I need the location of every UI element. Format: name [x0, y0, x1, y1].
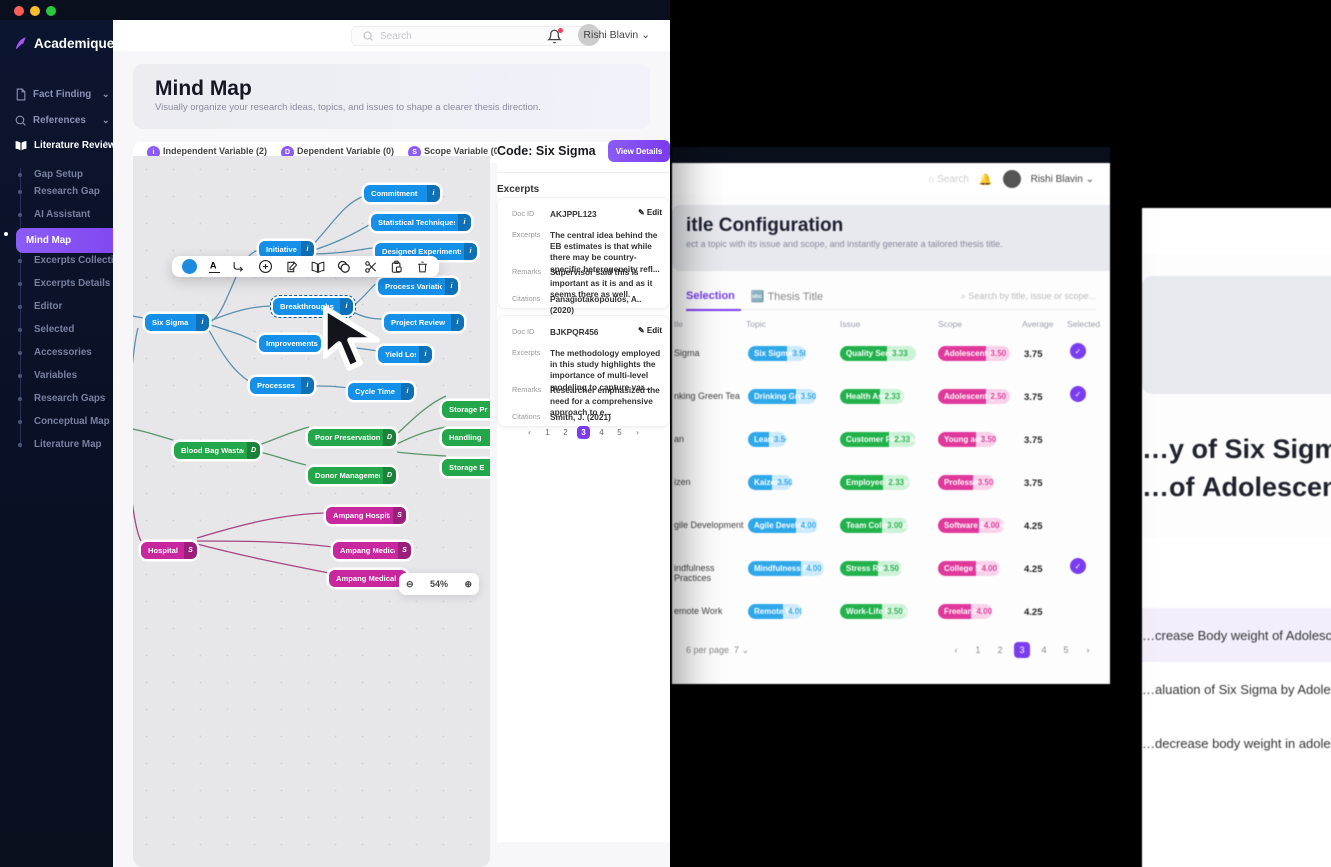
svg-text:A: A — [210, 261, 217, 271]
